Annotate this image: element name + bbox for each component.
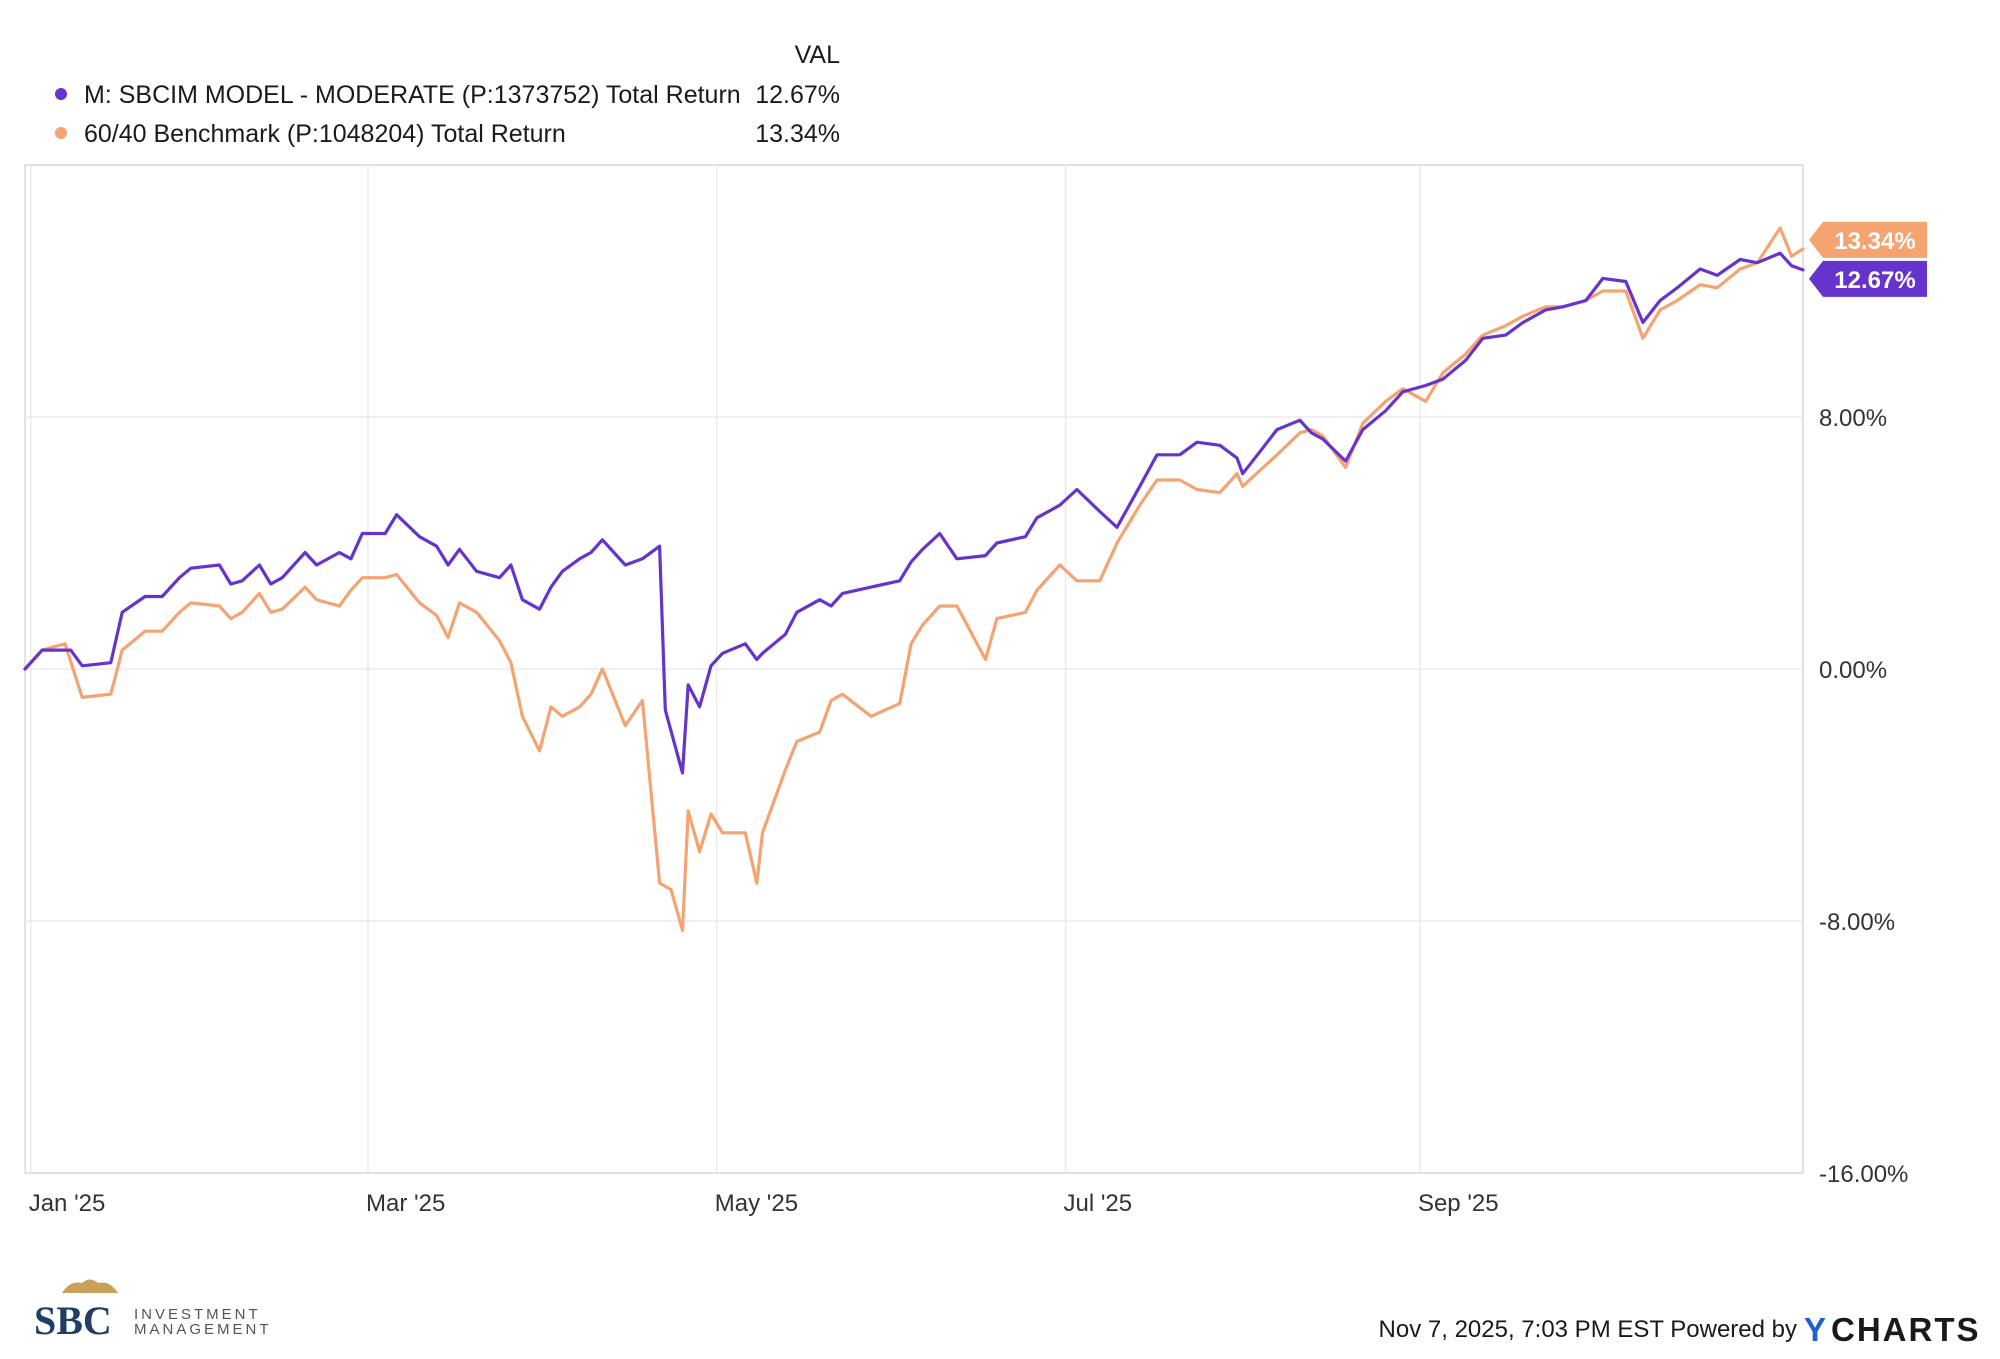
logo-line-1: INVESTMENT	[134, 1306, 261, 1323]
legend-item-model[interactable]: M: SBCIM MODEL - MODERATE (P:1373752) To…	[55, 81, 840, 109]
end-value-badges: 13.34% 12.67%	[1809, 221, 1927, 297]
legend-marker-benchmark	[55, 127, 67, 139]
legend-value-benchmark: 13.34%	[755, 120, 840, 148]
y-axis: 8.00% 0.00% -8.00% -16.00%	[1819, 405, 1908, 1188]
series-line-model	[23, 251, 1805, 775]
x-tick-label: Sep '25	[1418, 1190, 1499, 1217]
owl-emblem-icon	[62, 1279, 118, 1293]
y-tick-label: -8.00%	[1819, 909, 1895, 936]
ycharts-word: CHARTS	[1831, 1311, 1981, 1348]
x-tick-label: Jul '25	[1064, 1190, 1133, 1217]
sbc-logo: SBC INVESTMENT MANAGEMENT	[34, 1279, 272, 1343]
end-badge-model	[1809, 260, 1927, 297]
legend: M: SBCIM MODEL - MODERATE (P:1373752) To…	[55, 81, 840, 148]
y-tick-label: 8.00%	[1819, 405, 1887, 432]
x-tick-label: Jan '25	[29, 1190, 106, 1217]
legend-item-benchmark[interactable]: 60/40 Benchmark (P:1048204) Total Return…	[55, 120, 840, 148]
logo-line-2: MANAGEMENT	[134, 1321, 272, 1338]
y-tick-label: -16.00%	[1819, 1161, 1908, 1188]
ycharts-logo[interactable]: Y CHARTS	[1804, 1311, 1981, 1348]
logo-sbc-text: SBC	[34, 1298, 112, 1343]
legend-label-model: M: SBCIM MODEL - MODERATE (P:1373752) To…	[84, 81, 741, 109]
series-line-benchmark	[23, 226, 1805, 933]
grid-layer	[25, 165, 1803, 1173]
end-badge-label-benchmark: 13.34%	[1834, 228, 1915, 255]
series-layer	[23, 226, 1805, 933]
y-tick-label: 0.00%	[1819, 657, 1887, 684]
legend-val-header: VAL	[795, 41, 840, 69]
x-axis: Jan '25 Mar '25 May '25 Jul '25 Sep '25	[29, 1190, 1499, 1217]
end-badge-benchmark	[1809, 221, 1927, 258]
end-badge-label-model: 12.67%	[1834, 267, 1915, 294]
legend-marker-model	[55, 88, 67, 100]
legend-value-model: 12.67%	[755, 81, 840, 109]
x-tick-label: Mar '25	[366, 1190, 445, 1217]
footer-timestamp: Nov 7, 2025, 7:03 PM EST Powered by	[1379, 1316, 1797, 1343]
x-tick-label: May '25	[715, 1190, 798, 1217]
ycharts-y: Y	[1804, 1311, 1828, 1348]
legend-label-benchmark: 60/40 Benchmark (P:1048204) Total Return	[84, 120, 566, 148]
